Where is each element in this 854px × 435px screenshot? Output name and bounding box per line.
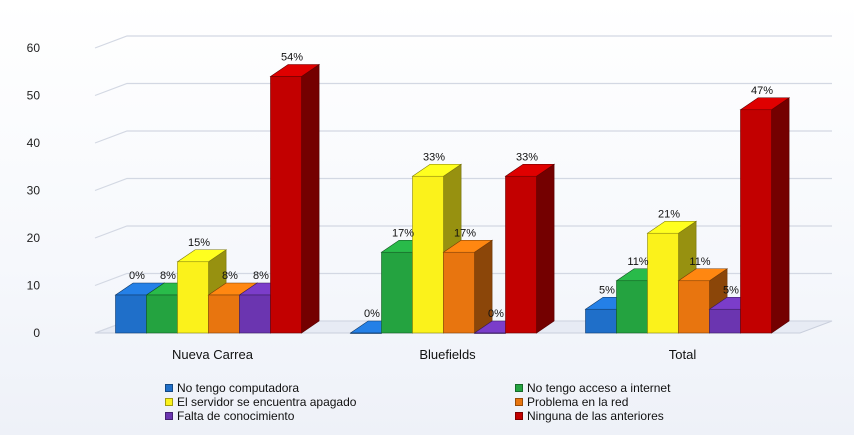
bar [504, 163, 556, 334]
data-label: 33% [423, 151, 445, 163]
legend-swatch [165, 397, 173, 406]
bar-front [115, 294, 147, 334]
data-label: 33% [516, 151, 538, 163]
legend-item-no-internet: No tengo acceso a internet [515, 380, 785, 395]
axis-layer: 0 10 20 30 40 50 60 Nueva Carrea Bluefields Total [27, 41, 697, 362]
legend-swatch [515, 383, 523, 392]
legend-label: Falta de conocimiento [177, 408, 295, 423]
y-tick-label: 60 [27, 41, 41, 55]
labels-layer: 0% 8% 15% 8% 8% 54% 0% 17% 33% 17% 0% 33% 5% 11% 21% 11… [129, 52, 773, 321]
y-tick-label: 50 [27, 89, 41, 103]
bar-side [301, 63, 320, 334]
data-label: 47% [751, 85, 773, 97]
bar-front [208, 294, 240, 334]
x-category-label: Bluefields [419, 347, 476, 362]
data-label: 0% [129, 270, 145, 282]
y-tick-label: 0 [33, 326, 40, 340]
gridline [94, 272, 832, 287]
data-label: 11% [689, 256, 710, 268]
legend-item-problema-red: Problema en la red [515, 394, 785, 409]
legend-swatch [515, 411, 523, 420]
legend-swatch [165, 411, 173, 420]
data-label: 5% [723, 284, 739, 296]
bar [442, 239, 494, 334]
legend-label: Problema en la red [527, 394, 629, 409]
bar-front [678, 280, 710, 334]
legend-item-ninguna: Ninguna de las anteriores [515, 408, 785, 423]
data-label: 0% [488, 308, 504, 320]
gridline [94, 35, 832, 49]
legend-label: El servidor se encuentra apagado [177, 394, 357, 409]
y-tick-label: 10 [27, 279, 41, 293]
data-label: 15% [188, 237, 210, 249]
bar-front [146, 294, 178, 334]
bar-side [771, 97, 790, 334]
x-category-label: Nueva Carrea [172, 347, 254, 362]
data-label: 8% [253, 270, 269, 282]
data-label: 0% [364, 308, 380, 320]
data-label: 54% [281, 52, 303, 64]
bar-front [740, 109, 772, 334]
x-category-label: Total [669, 347, 697, 362]
gridline [94, 130, 832, 144]
bar-front [505, 175, 537, 334]
data-label: 17% [392, 227, 414, 239]
legend-label: No tengo acceso a internet [527, 380, 671, 395]
gridline [94, 225, 832, 239]
bar [269, 63, 321, 334]
bar-front [709, 308, 741, 334]
legend-item-falta-conocimiento: Falta de conocimiento [165, 408, 515, 423]
bar-front [616, 280, 648, 334]
legend-item-servidor-apagado: El servidor se encuentra apagado [165, 394, 515, 409]
data-label: 21% [658, 208, 680, 220]
legend-label: No tengo computadora [177, 380, 300, 395]
legend-label: Ninguna de las anteriores [527, 408, 664, 423]
bar-front [381, 251, 413, 334]
data-label: 8% [222, 270, 238, 282]
bar [739, 97, 791, 334]
legend-swatch [165, 383, 173, 392]
y-tick-label: 40 [27, 136, 41, 150]
gridline [94, 82, 832, 97]
data-label: 8% [160, 270, 176, 282]
legend-item-no-computadora: No tengo computadora [165, 380, 515, 395]
bar-front [350, 332, 382, 334]
bar-front [585, 308, 617, 334]
bar-front [412, 175, 444, 334]
gridline [94, 177, 832, 192]
data-label: 11% [627, 256, 648, 268]
bar-chart: 0 10 20 30 40 50 60 Nueva Carrea Bluefields Total… [27, 35, 833, 362]
y-tick-label: 30 [27, 184, 41, 198]
legend-swatch [515, 397, 523, 406]
bar-front [474, 332, 506, 334]
chart-legend: No tengo computadora No tengo acceso a i… [165, 380, 785, 423]
bar-front [270, 76, 302, 334]
bar-front [647, 232, 679, 334]
bar-side [536, 163, 555, 334]
y-tick-label: 20 [27, 231, 41, 245]
data-label: 17% [454, 227, 476, 239]
data-label: 5% [599, 284, 615, 296]
bars-layer [114, 63, 791, 334]
bar-front [239, 294, 271, 334]
bar-front [443, 251, 475, 334]
bar-front [177, 261, 209, 334]
